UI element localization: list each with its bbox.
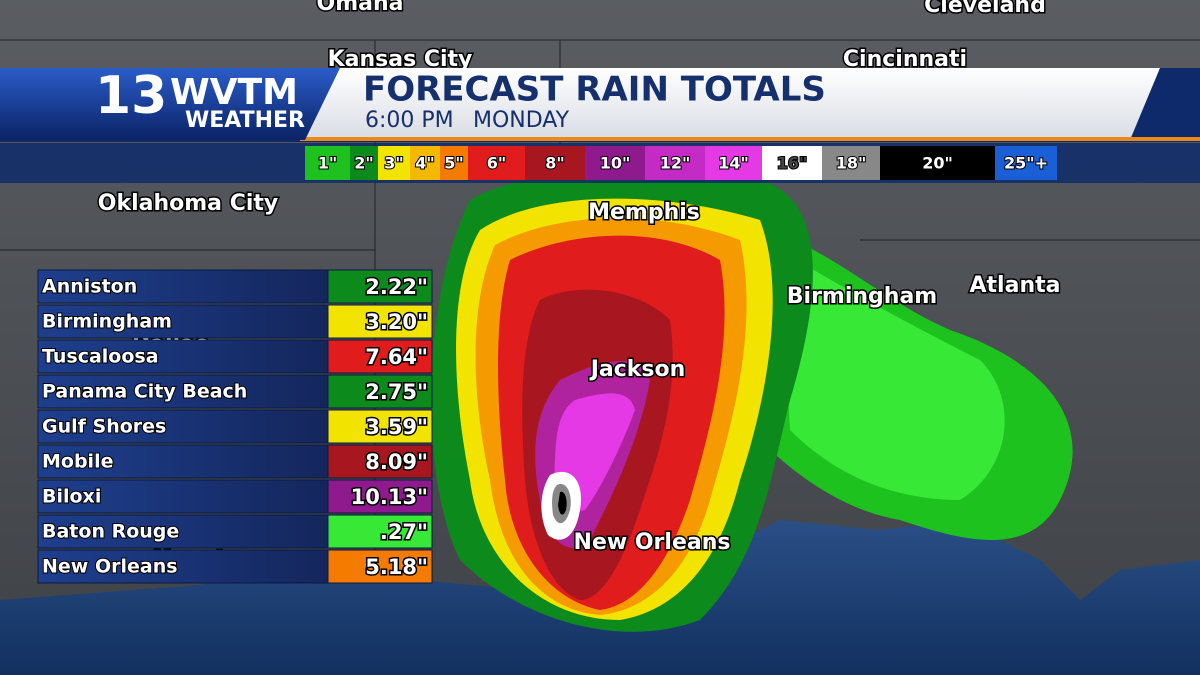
legend-swatch [378,146,410,180]
legend-swatch [645,146,705,180]
legend-swatch [350,146,378,180]
row-value: 8.09" [365,450,428,474]
legend-label: 8" [545,154,564,173]
legend-label: 14" [718,154,749,173]
legend-label: 1" [318,154,337,173]
row-name-cell [37,304,329,339]
city-label: Cleveland [924,0,1046,18]
legend-label: 25"+ [1004,154,1048,173]
row-name: Tuscaloosa [42,346,159,368]
legend-label: 4" [415,154,434,173]
legend-label: 16" [777,154,808,173]
row-name: Gulf Shores [42,416,166,438]
row-value: 3.59" [365,415,428,439]
logo-call-letters: WVTM [170,72,298,113]
row-value: 7.64" [365,345,428,369]
rain-legend: 1" 2" 3" 4" 5" 6" 8" 10" 12" 14" 16" 18" 20" 25"+ [305,146,1057,180]
logo-panel [0,68,340,140]
logo-number: 13 [95,66,167,126]
row-name: Mobile [42,451,113,473]
row-value-cell [327,409,433,444]
row-value-cell [327,514,433,549]
row-value: .27" [380,520,428,544]
row-value: 10.13" [351,485,428,509]
legend-swatch [525,146,585,180]
legend-label: 6" [487,154,506,173]
row-value-cell [327,549,433,584]
row-value-cell [327,304,433,339]
row-name: Baton Rouge [42,521,179,543]
rain-overlay [431,169,1073,632]
legend-swatch [705,146,762,180]
row-name: Panama City Beach [42,381,247,403]
row-value-cell [327,374,433,409]
row-value: 5.18" [365,555,428,579]
legend-swatch [585,146,645,180]
legend-swatch [822,146,880,180]
row-name-cell [37,514,329,549]
row-name-cell [37,444,329,479]
gulf [0,520,1200,675]
row-name-cell [37,549,329,584]
legend-swatch [440,146,468,180]
legend-label: 5" [444,154,463,173]
row-value: 2.75" [365,380,428,404]
city-label: Oklahoma City [98,191,278,216]
row-value-cell [327,444,433,479]
header-title-panel [300,68,1160,140]
header-accent [300,137,1200,141]
legend-swatch [305,146,350,180]
city-label: Memphis [588,200,700,225]
row-name: Birmingham [42,311,172,333]
city-label: Atlanta [970,273,1061,298]
row-name: Anniston [42,276,137,298]
legend-swatch [410,146,440,180]
legend-label: 3" [384,154,403,173]
legend-swatch [468,146,525,180]
row-value-cell [327,479,433,514]
row-value-cell [327,269,433,304]
rain-totals-table: Anniston 2.22" Birmingham 3.20" Tuscaloosa 7.… [37,269,433,584]
legend-label: 2" [354,154,373,173]
city-label: Birmingham [787,284,937,309]
time: 6:00 PM [365,108,454,133]
legend-swatch [995,146,1057,180]
row-name: New Orleans [42,556,178,578]
row-name-cell [37,374,329,409]
legend-label: 10" [600,154,631,173]
city-label: Omaha [317,0,404,16]
legend-label: 18" [836,154,867,173]
day: MONDAY [473,108,570,133]
row-value: 2.22" [365,275,428,299]
city-label: New Orleans [574,530,731,555]
city-label: Jackson [589,357,686,382]
row-name-cell [37,409,329,444]
legend-swatch [762,146,822,180]
legend-swatch [880,146,995,180]
row-name: Biloxi [42,486,101,508]
row-value-cell [327,339,433,374]
legend-label: 20" [922,154,953,173]
title: FORECAST RAIN TOTALS [363,70,826,110]
row-value: 3.20" [365,310,428,334]
logo-subtitle: WEATHER [185,108,305,133]
row-name-cell [37,479,329,514]
legend-label: 12" [660,154,691,173]
